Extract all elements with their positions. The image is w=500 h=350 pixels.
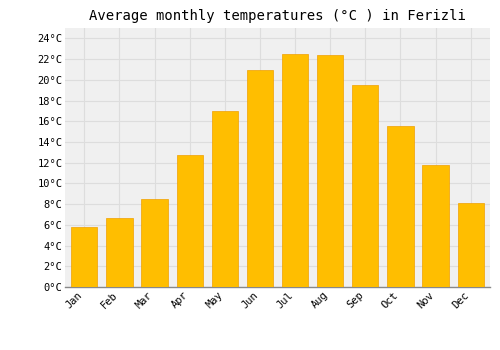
Bar (317, 55, 344, 287)
Bar (282, 54, 308, 287)
Bar (352, 85, 378, 287)
Bar (212, 111, 238, 287)
Bar (388, 126, 413, 287)
Bar (71, 227, 98, 287)
Bar (422, 165, 448, 287)
Bar (247, 70, 273, 287)
Bar (176, 155, 203, 287)
Bar (458, 203, 484, 287)
Bar (106, 218, 132, 287)
Title: Average monthly temperatures (°C ) in Ferizli: Average monthly temperatures (°C ) in Fe… (89, 9, 466, 23)
Bar (142, 199, 168, 287)
